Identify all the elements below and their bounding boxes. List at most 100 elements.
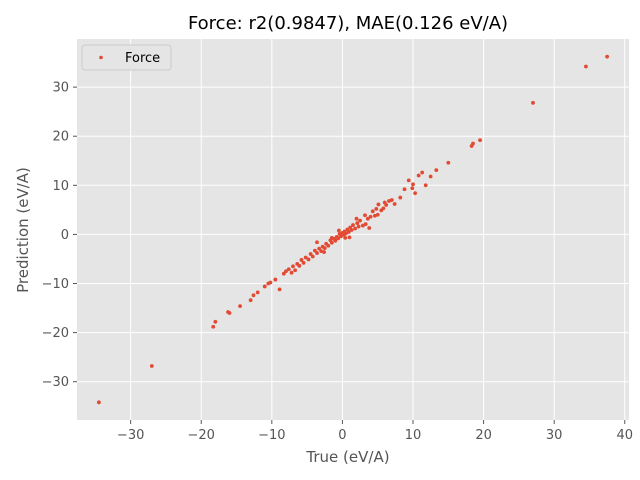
data-point bbox=[367, 226, 372, 230]
data-point bbox=[337, 232, 342, 236]
legend: Force bbox=[81, 44, 172, 71]
data-point bbox=[286, 267, 291, 272]
y-tick-label: 20 bbox=[52, 130, 69, 145]
data-point bbox=[605, 54, 610, 59]
data-point bbox=[291, 264, 295, 269]
data-point bbox=[238, 304, 242, 308]
data-point bbox=[336, 228, 341, 233]
data-point bbox=[343, 235, 348, 240]
data-point bbox=[315, 240, 319, 245]
data-point bbox=[211, 324, 216, 329]
data-point bbox=[281, 271, 286, 276]
data-point bbox=[354, 216, 359, 221]
data-point bbox=[402, 187, 407, 192]
data-point bbox=[324, 241, 329, 246]
data-point bbox=[363, 213, 367, 218]
data-point bbox=[446, 160, 451, 165]
data-point bbox=[355, 221, 360, 226]
y-tick-label: −10 bbox=[42, 277, 69, 292]
data-point bbox=[345, 227, 350, 232]
data-point bbox=[387, 199, 391, 203]
data-points bbox=[96, 54, 610, 405]
x-tick-label: 10 bbox=[405, 428, 422, 443]
data-point bbox=[295, 261, 300, 266]
data-point bbox=[273, 277, 278, 282]
data-point bbox=[347, 235, 352, 240]
data-point bbox=[376, 202, 381, 207]
x-tick-label: −10 bbox=[258, 428, 285, 443]
data-point bbox=[96, 400, 101, 405]
x-tick-label: 0 bbox=[338, 428, 346, 443]
data-point bbox=[392, 202, 397, 206]
x-axis-ticks: −30 −20 −10 0 10 20 30 40 bbox=[117, 420, 633, 443]
data-point bbox=[382, 200, 387, 205]
data-point bbox=[379, 208, 384, 213]
data-point bbox=[310, 254, 315, 259]
data-point bbox=[149, 364, 154, 368]
data-point bbox=[406, 178, 411, 183]
data-point bbox=[413, 191, 418, 196]
legend-box bbox=[81, 44, 172, 71]
x-tick-label: 30 bbox=[546, 428, 563, 443]
data-point bbox=[370, 209, 375, 214]
data-point bbox=[317, 246, 322, 251]
x-tick-label: 40 bbox=[616, 428, 633, 443]
data-point bbox=[303, 255, 308, 260]
y-axis-ticks: −30 −20 −10 0 10 20 30 bbox=[42, 81, 77, 390]
data-point bbox=[312, 248, 317, 253]
data-point bbox=[308, 252, 313, 256]
data-point bbox=[315, 251, 319, 255]
data-point bbox=[266, 281, 271, 286]
data-point bbox=[411, 182, 415, 187]
data-point bbox=[293, 268, 298, 273]
x-tick-label: 20 bbox=[475, 428, 492, 443]
data-point bbox=[478, 138, 482, 143]
grid-lines bbox=[77, 39, 629, 420]
data-point bbox=[360, 223, 365, 228]
data-point bbox=[584, 64, 588, 69]
data-point bbox=[248, 298, 253, 303]
data-point bbox=[416, 173, 421, 178]
y-tick-label: −20 bbox=[42, 326, 69, 341]
data-point bbox=[434, 168, 439, 172]
data-point bbox=[398, 195, 403, 200]
y-tick-label: −30 bbox=[42, 375, 69, 390]
data-point bbox=[531, 100, 535, 105]
data-point bbox=[410, 186, 415, 191]
y-tick-label: 0 bbox=[61, 228, 69, 243]
x-axis-label: True (eV/A) bbox=[305, 448, 389, 466]
data-point bbox=[277, 287, 282, 292]
y-axis-label: Prediction (eV/A) bbox=[14, 167, 32, 293]
data-point bbox=[334, 234, 339, 239]
data-point bbox=[358, 218, 362, 223]
data-point bbox=[262, 284, 267, 289]
data-point bbox=[351, 223, 355, 227]
data-point bbox=[213, 319, 218, 324]
y-tick-label: 10 bbox=[52, 179, 69, 194]
data-point bbox=[375, 212, 380, 217]
data-point bbox=[329, 235, 334, 240]
data-point bbox=[255, 290, 260, 295]
data-point bbox=[356, 224, 361, 229]
data-point bbox=[365, 216, 370, 221]
data-point bbox=[363, 222, 368, 226]
data-point bbox=[226, 310, 230, 314]
x-tick-label: −20 bbox=[188, 428, 215, 443]
data-point bbox=[471, 141, 475, 146]
data-point bbox=[420, 170, 425, 175]
data-point bbox=[322, 250, 326, 254]
legend-marker bbox=[99, 55, 103, 60]
data-point bbox=[299, 258, 304, 262]
data-point bbox=[423, 183, 428, 188]
data-point bbox=[353, 226, 358, 231]
x-tick-label: −30 bbox=[117, 428, 144, 443]
data-point bbox=[320, 244, 325, 249]
data-point bbox=[289, 270, 294, 275]
data-point bbox=[284, 269, 288, 274]
data-point bbox=[301, 260, 306, 265]
data-point bbox=[374, 206, 379, 211]
legend-label-force: Force bbox=[125, 51, 160, 66]
y-tick-label: 30 bbox=[52, 81, 69, 96]
chart-title: Force: r2(0.9847), MAE(0.126 eV/A) bbox=[188, 13, 508, 34]
